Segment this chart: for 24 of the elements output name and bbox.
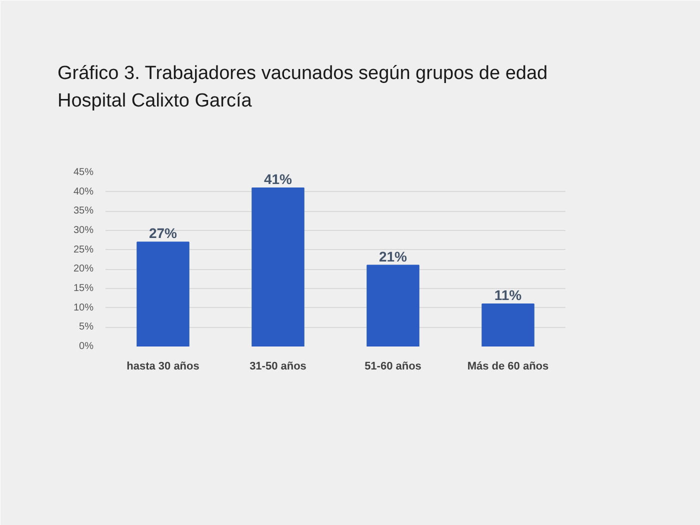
y-tick-label: 10% <box>73 302 94 314</box>
y-tick-label: 15% <box>73 283 94 294</box>
data-label: 11% <box>494 286 522 303</box>
x-tick-label: 31-50 años <box>250 360 306 372</box>
chart-subtitle: Hospital Calixto García <box>58 90 252 112</box>
data-label: 41% <box>264 170 293 187</box>
y-tick-label: 30% <box>73 225 94 236</box>
x-tick-label: Más de 60 años <box>467 360 549 372</box>
bar <box>482 303 534 346</box>
data-label: 21% <box>378 248 408 264</box>
bar <box>252 187 304 346</box>
chart-title: Gráfico 3. Trabajadores vacunados según grupos de edad <box>58 63 548 84</box>
y-tick-label: 5% <box>79 322 94 333</box>
y-tick-label: 40% <box>73 186 94 198</box>
y-tick-label: 20% <box>73 264 94 275</box>
y-tick-label: 45% <box>73 167 94 178</box>
x-tick-label: hasta 30 años <box>126 360 200 372</box>
y-tick-label: 35% <box>73 206 94 217</box>
data-label: 27% <box>148 225 178 242</box>
bar <box>366 264 420 346</box>
y-tick-label: 25% <box>73 244 94 256</box>
y-tick-label: 0% <box>79 341 94 352</box>
bar <box>136 242 190 346</box>
x-tick-label: 51-60 años <box>364 360 422 372</box>
